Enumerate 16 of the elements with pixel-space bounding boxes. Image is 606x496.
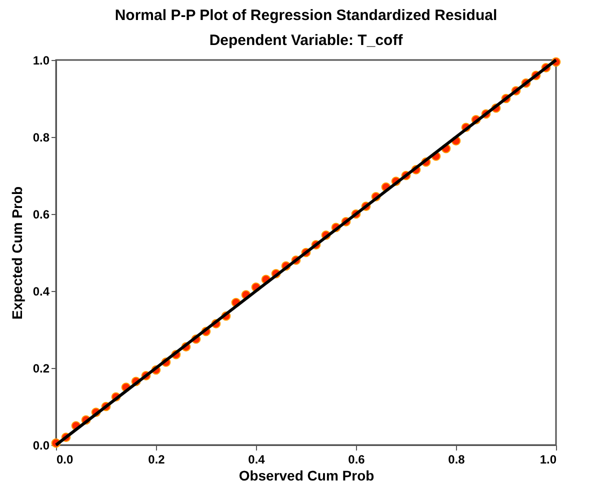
chart-subtitle: Dependent Variable: T_coff [209,32,404,49]
x-tick-label: 0.2 [148,452,166,466]
y-tick-label: 1.0 [32,54,50,68]
y-tick-label: 0.8 [32,130,50,144]
y-tick-label: 0.4 [32,284,50,298]
x-tick-label: 0.4 [248,452,266,466]
x-tick-label: 0.0 [56,452,74,466]
x-tick-label: 0.6 [348,452,366,466]
x-tick-label: 0.8 [448,452,466,466]
x-tick-label: 1.0 [540,452,557,466]
y-axis-title: Expected Cum Prob [8,186,25,320]
y-tick-label: 0.2 [32,362,50,376]
x-axis-title: Observed Cum Prob [238,468,374,484]
chart-title: Normal P-P Plot of Regression Standardized Residual [114,7,498,24]
y-tick-label: 0.0 [32,438,50,452]
y-tick-label: 0.6 [32,208,50,222]
